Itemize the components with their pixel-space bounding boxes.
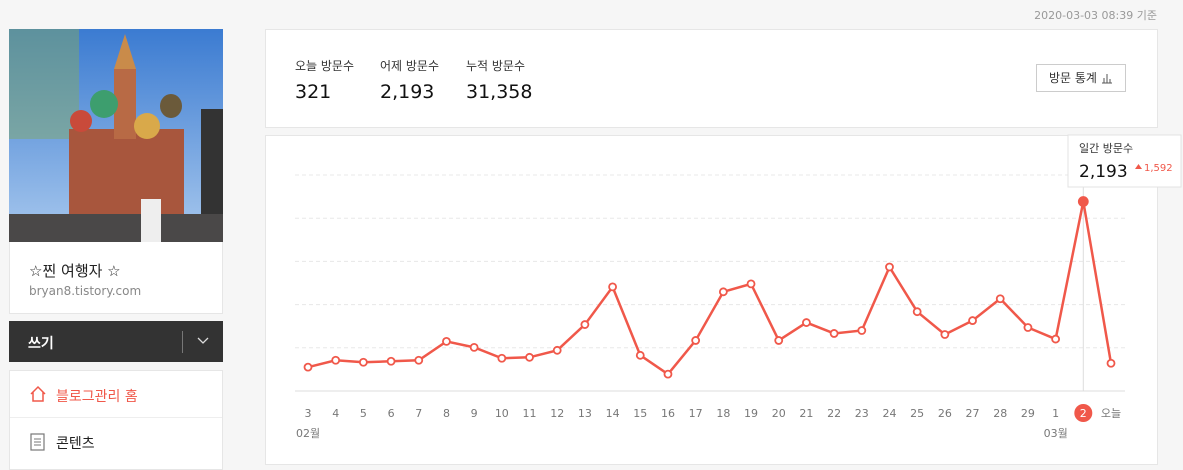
point xyxy=(829,329,839,338)
point xyxy=(525,352,534,362)
x-tick-label: 13 xyxy=(578,407,592,420)
point xyxy=(414,355,424,365)
page: 2020-03-03 08:39 기준 ☆찐 여행자 ☆ bryan8.tist… xyxy=(9,9,1182,470)
tooltip-value: 2,193 xyxy=(1079,162,1128,182)
x-tick-label: 4 xyxy=(332,407,339,420)
x-tick-label: 24 xyxy=(882,407,896,420)
content-icon xyxy=(30,433,45,451)
x-tick-label: 6 xyxy=(388,407,395,420)
tooltip-change: 1,592 xyxy=(1144,163,1173,174)
point xyxy=(857,326,867,335)
x-tick-label: 22 xyxy=(827,407,841,420)
menu-item[interactable]: 블로그관리 홈 xyxy=(56,389,138,405)
stat-label: 오늘 방문수 xyxy=(295,59,355,73)
x-tick-label: 28 xyxy=(993,407,1007,420)
point xyxy=(968,316,977,325)
point xyxy=(552,345,562,355)
stats-button-label: 방문 통계 xyxy=(1049,71,1097,85)
point xyxy=(386,356,396,366)
blog-name: ☆찐 여행자 ☆ xyxy=(29,262,121,280)
x-tick-label: 20 xyxy=(772,407,786,420)
point xyxy=(663,369,673,379)
chart-icon xyxy=(1102,74,1112,84)
point xyxy=(1051,334,1061,344)
chart-card xyxy=(265,135,1158,465)
stats-button[interactable]: 방문 통계 xyxy=(1036,64,1126,92)
separator xyxy=(10,417,222,418)
x-tick-label: 23 xyxy=(855,407,869,420)
point xyxy=(497,353,507,363)
x-tick-label: 12 xyxy=(550,407,564,420)
point xyxy=(331,355,341,365)
x-tick-label: 18 xyxy=(716,407,730,420)
point xyxy=(1077,196,1089,207)
write-button[interactable]: 쓰기 xyxy=(9,321,223,362)
point xyxy=(774,336,784,345)
x-tick-label: 17 xyxy=(689,407,703,420)
stats-card: 오늘 방문수 321 어제 방문수 2,193 누적 방문수 31,358 방문 통계 xyxy=(265,29,1158,128)
x-tick-label: 오늘 xyxy=(1101,407,1121,420)
x-tick-label: 5 xyxy=(360,407,367,420)
point xyxy=(940,330,950,339)
point xyxy=(358,357,368,367)
x-tick-label: 16 xyxy=(661,407,675,420)
x-tick-label: 9 xyxy=(471,407,478,420)
divider xyxy=(182,331,183,353)
x-tick-label: 2 xyxy=(1080,407,1087,420)
point xyxy=(995,294,1005,304)
point xyxy=(718,287,728,297)
profile-image xyxy=(9,29,223,242)
x-tick-label: 15 xyxy=(633,407,647,420)
stat-value: 321 xyxy=(295,81,332,103)
timestamp: 2020-03-03 08:39 기준 xyxy=(1034,9,1157,22)
chart: 3 4 5 6 7 8 9 10 11 12 13 14 15 16 17 18 19 20 21 22 23 24 25 2… xyxy=(295,134,1182,440)
point xyxy=(303,362,313,372)
profile-box: ☆찐 여행자 ☆ bryan8.tistory.com xyxy=(9,242,223,314)
tooltip: 일간 방문수 2,193 1,592 xyxy=(1067,134,1182,188)
point xyxy=(802,318,811,327)
x-tick-label: 10 xyxy=(495,407,509,420)
tooltip-box xyxy=(1067,134,1182,188)
point xyxy=(912,307,922,317)
x-tick-label: 19 xyxy=(744,407,758,420)
point xyxy=(635,350,645,360)
x-tick-label: 14 xyxy=(606,407,620,420)
x-tick-label: 1 xyxy=(1052,407,1059,420)
menu-item[interactable]: 콘텐츠 xyxy=(56,436,95,452)
month-label: 02월 xyxy=(296,427,320,440)
point xyxy=(442,337,451,346)
x-tick-label: 8 xyxy=(443,407,450,420)
point xyxy=(608,282,617,292)
up-arrow xyxy=(1135,164,1142,169)
point xyxy=(1106,358,1116,368)
x-tick-label: 7 xyxy=(415,407,422,420)
x-tick-label: 3 xyxy=(305,407,312,420)
point xyxy=(885,262,894,272)
month-label: 03월 xyxy=(1044,427,1068,440)
x-tick-label: 25 xyxy=(910,407,924,420)
blog-url[interactable]: bryan8.tistory.com xyxy=(29,284,142,298)
x-tick-label: 27 xyxy=(966,407,980,420)
point xyxy=(691,336,701,345)
stat-label: 누적 방문수 xyxy=(466,59,526,73)
point xyxy=(469,342,479,352)
stat-value: 2,193 xyxy=(380,81,435,103)
home-icon xyxy=(30,385,46,402)
x-tick-label: 26 xyxy=(938,407,952,420)
stat-value: 31,358 xyxy=(466,81,533,103)
tooltip-title: 일간 방문수 xyxy=(1079,141,1133,155)
write-label: 쓰기 xyxy=(28,336,54,352)
x-tick-label: 11 xyxy=(523,407,537,420)
dropdown-icon[interactable] xyxy=(197,337,209,345)
point xyxy=(580,320,590,329)
x-tick-label: 29 xyxy=(1021,407,1035,420)
point xyxy=(1023,323,1033,332)
x-tick-label: 21 xyxy=(799,407,813,420)
line xyxy=(307,201,1113,376)
menu: 블로그관리 홈 콘텐츠 xyxy=(9,370,223,470)
selected-badge xyxy=(1074,404,1093,422)
point xyxy=(746,279,756,289)
stat-label: 어제 방문수 xyxy=(380,59,440,73)
